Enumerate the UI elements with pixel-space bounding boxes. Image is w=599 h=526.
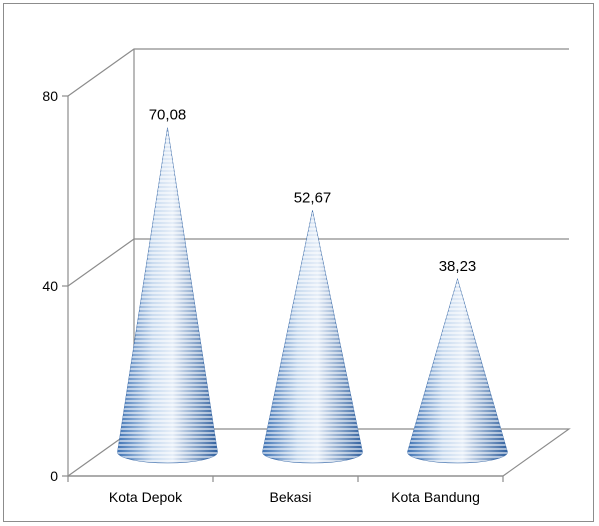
- category-label-kota-bandung: Kota Bandung: [391, 489, 480, 505]
- category-label-bekasi: Bekasi: [269, 489, 311, 505]
- cone-kota-bandung: [407, 277, 508, 464]
- category-label-kota-depok: Kota Depok: [109, 489, 183, 505]
- label-layer: 70,08 Kota Depok 52,67 Bekasi 38,23 Kota Band…: [109, 107, 480, 505]
- cone-kota-depok: [117, 127, 218, 464]
- gridline-40: [67, 238, 569, 287]
- y-tick-label-80: 80: [42, 88, 58, 104]
- cone-layer: [117, 127, 508, 464]
- axis-layer: 0 40 80: [42, 88, 504, 484]
- y-tick-label-40: 40: [42, 278, 58, 294]
- value-label-kota-depok: 70,08: [149, 107, 187, 124]
- y-tick-label-0: 0: [50, 468, 58, 484]
- gridline-80: [67, 48, 569, 97]
- cone-bekasi: [262, 210, 363, 464]
- value-label-kota-bandung: 38,23: [439, 258, 477, 275]
- value-label-bekasi: 52,67: [294, 189, 332, 206]
